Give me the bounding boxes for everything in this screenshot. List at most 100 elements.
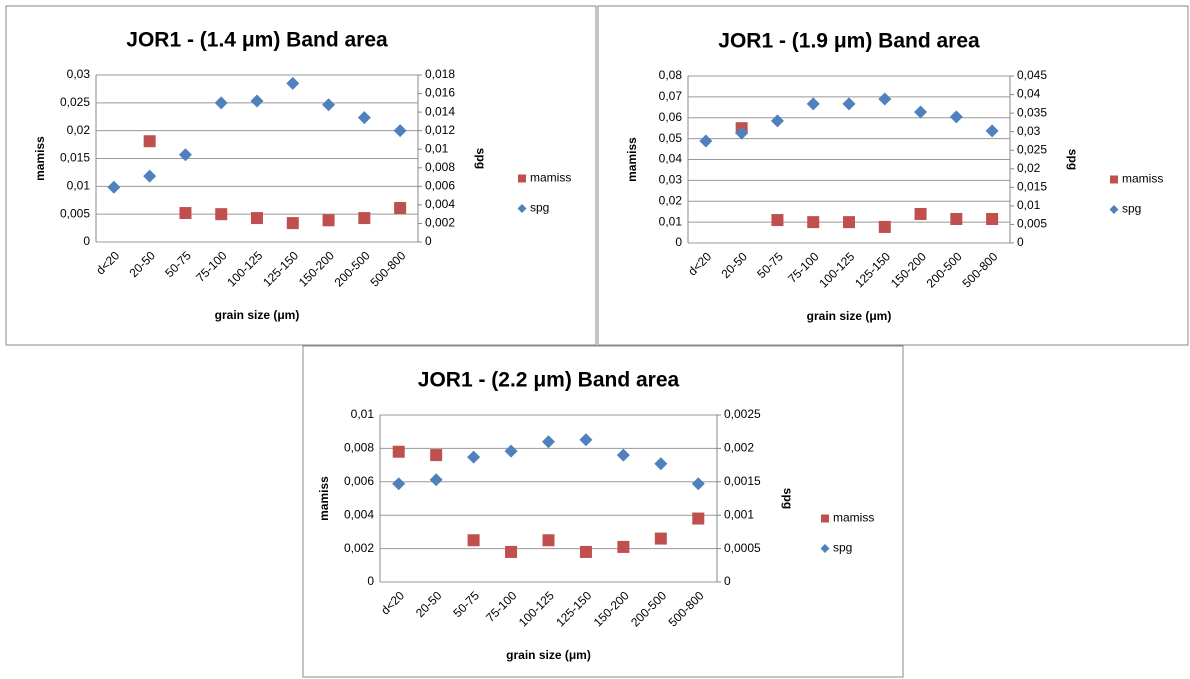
data-point — [949, 110, 963, 124]
data-point — [914, 207, 927, 220]
chart-title: JOR1 - (2.2 μm) Band area — [418, 369, 680, 392]
data-point — [950, 212, 963, 225]
data-point — [691, 477, 705, 491]
data-point — [394, 202, 407, 215]
y-axis-label: mamiss — [317, 476, 331, 521]
x-axis-label: grain size (μm) — [506, 648, 591, 662]
y-tick-label: 0,02 — [67, 123, 91, 137]
y-tick-label: 0,03 — [67, 67, 91, 81]
y-tick-label: 0,002 — [344, 541, 374, 555]
y2-tick-label: 0,002 — [425, 216, 455, 230]
data-point — [179, 207, 192, 220]
y2-tick-label: 0,004 — [425, 197, 455, 211]
data-point — [654, 457, 668, 471]
legend-label: mamiss — [1122, 172, 1163, 186]
data-point — [735, 126, 749, 140]
data-point — [878, 92, 892, 106]
data-point — [322, 214, 335, 227]
data-point — [654, 532, 667, 545]
y2-tick-label: 0,0025 — [724, 407, 761, 421]
data-point — [842, 97, 856, 111]
y-tick-label: 0 — [675, 235, 682, 249]
data-point — [504, 444, 518, 458]
data-point — [692, 512, 705, 525]
data-point — [286, 217, 299, 230]
data-point — [985, 124, 999, 138]
data-point — [430, 449, 443, 462]
y2-tick-label: 0,025 — [1017, 142, 1047, 156]
y-tick-label: 0,08 — [659, 68, 683, 82]
data-point — [878, 220, 891, 233]
legend-label: mamiss — [833, 511, 874, 525]
y-tick-label: 0 — [367, 574, 374, 588]
y-tick-label: 0,025 — [60, 95, 90, 109]
chart-frame — [5, 5, 597, 346]
data-point — [143, 135, 156, 148]
data-point — [392, 445, 405, 458]
legend-swatch — [517, 204, 527, 213]
legend-swatch — [1110, 175, 1118, 184]
data-point — [250, 94, 264, 108]
y-tick-label: 0 — [83, 234, 90, 248]
chart-title: JOR1 - (1.9 μm) Band area — [718, 30, 980, 53]
y-tick-label: 0,07 — [659, 89, 683, 103]
y-axis-label: mamiss — [33, 136, 47, 181]
legend-swatch — [821, 514, 829, 523]
data-point — [178, 148, 192, 162]
y2-tick-label: 0,01 — [425, 141, 449, 155]
y2-tick-label: 0,04 — [1017, 87, 1041, 101]
y-tick-label: 0,005 — [60, 206, 90, 220]
legend-swatch — [518, 174, 526, 183]
y2-tick-label: 0,002 — [724, 441, 754, 455]
data-point — [505, 545, 518, 558]
y2-tick-label: 0,015 — [1017, 180, 1047, 194]
data-point — [107, 180, 121, 194]
legend-label: spg — [530, 201, 549, 215]
x-axis-label: grain size (μm) — [215, 308, 300, 322]
data-point — [770, 114, 784, 128]
y-tick-label: 0,06 — [659, 110, 683, 124]
y2-tick-label: 0 — [425, 234, 432, 248]
data-point — [914, 105, 928, 119]
data-point — [771, 214, 784, 227]
data-point — [467, 450, 481, 464]
y2-tick-label: 0,0015 — [724, 474, 761, 488]
y-tick-label: 0,03 — [659, 173, 683, 187]
data-point — [542, 534, 555, 547]
y-tick-label: 0,004 — [344, 507, 374, 521]
y2-axis-label: spg — [781, 488, 795, 509]
y2-axis-label: spg — [474, 148, 488, 169]
y2-tick-label: 0,035 — [1017, 105, 1047, 119]
data-point — [143, 169, 157, 183]
y-tick-label: 0,02 — [659, 193, 683, 207]
data-point — [617, 540, 630, 553]
y2-tick-label: 0 — [1017, 235, 1024, 249]
y2-tick-label: 0,01 — [1017, 198, 1041, 212]
y2-tick-label: 0,016 — [425, 86, 455, 100]
x-axis-label: grain size (μm) — [807, 309, 892, 323]
data-point — [429, 473, 443, 487]
y2-tick-label: 0,014 — [425, 104, 455, 118]
y-tick-label: 0,015 — [60, 151, 90, 165]
y2-tick-label: 0,02 — [1017, 161, 1041, 175]
y-axis-label: mamiss — [625, 137, 639, 182]
data-point — [806, 97, 820, 111]
data-point — [579, 545, 592, 558]
legend-label: spg — [1122, 202, 1141, 216]
data-point — [286, 76, 300, 90]
y2-tick-label: 0,03 — [1017, 124, 1041, 138]
data-point — [251, 212, 263, 225]
y2-tick-label: 0 — [724, 574, 731, 588]
chart-frame — [302, 345, 904, 678]
data-point — [357, 111, 371, 125]
chart-frame — [597, 5, 1189, 346]
data-point — [616, 448, 630, 462]
data-point — [807, 216, 820, 229]
legend-swatch — [820, 544, 830, 553]
legend-label: spg — [833, 541, 852, 555]
y-tick-label: 0,006 — [344, 474, 374, 488]
y2-tick-label: 0,005 — [1017, 217, 1047, 231]
y-tick-label: 0,008 — [344, 441, 374, 455]
data-point — [392, 477, 406, 491]
y2-tick-label: 0,012 — [425, 123, 455, 137]
